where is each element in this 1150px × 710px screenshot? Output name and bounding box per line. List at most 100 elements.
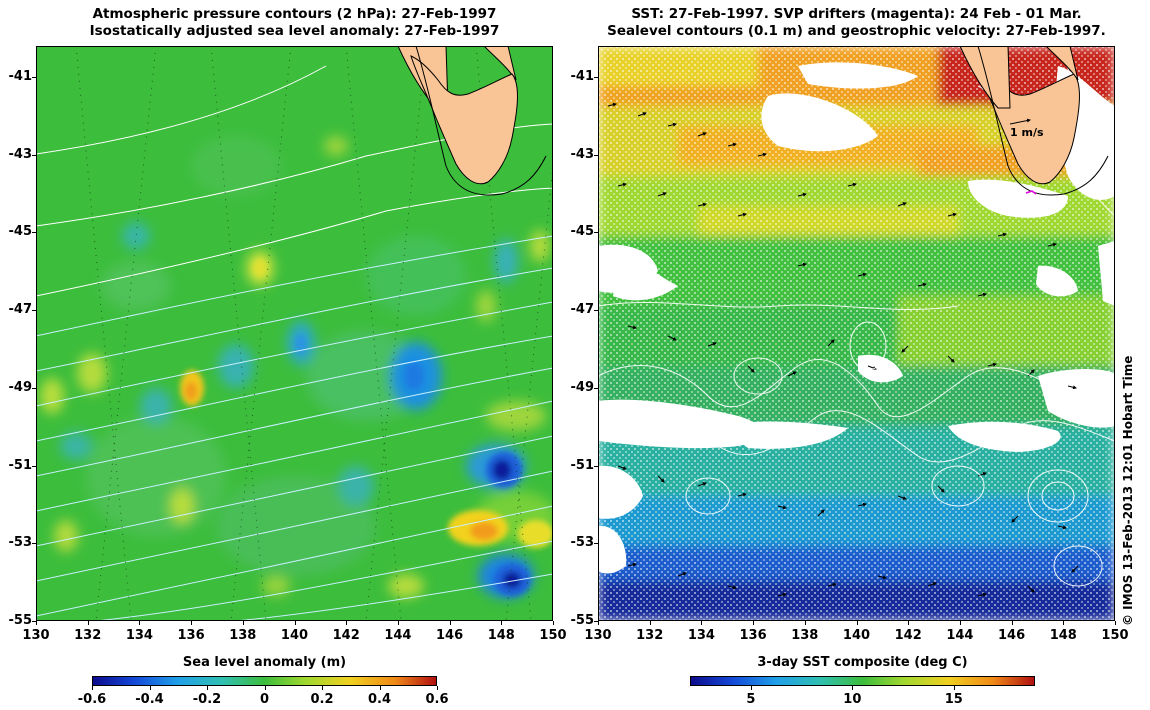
right-lon-tick <box>1063 621 1065 625</box>
right-lon-tick <box>908 621 910 625</box>
left-lon-label: 132 <box>74 628 102 643</box>
right-lon-tick <box>649 621 651 625</box>
left-lon-tick <box>553 621 554 625</box>
left-map-title-line2: Isostatically adjusted sea level anomaly… <box>89 23 500 39</box>
right-lat-label: -51 <box>570 457 595 473</box>
right-lon-label: 150 <box>1101 628 1129 643</box>
left-lon-tick <box>449 621 451 625</box>
right-lat-tick <box>594 310 598 312</box>
left-lon-label: 150 <box>539 628 567 643</box>
left-colorbar-tick-label: -0.6 <box>77 692 107 707</box>
left-map-title: Atmospheric pressure contours (2 hPa): 2… <box>36 6 553 40</box>
left-lon-label: 138 <box>229 628 257 643</box>
left-lat-label: -45 <box>8 224 33 240</box>
sealevel-contours <box>598 46 1115 587</box>
left-lon-tick <box>139 621 141 625</box>
sea-level-anomaly-map[interactable] <box>36 46 553 621</box>
left-lat-label: -55 <box>8 613 33 628</box>
right-lon-tick <box>804 621 806 625</box>
right-lon-tick <box>701 621 703 625</box>
left-lon-label: 140 <box>280 628 309 643</box>
right-colorbar-tick-label: 5 <box>746 692 756 707</box>
right-lat-tick <box>594 387 598 389</box>
right-lon-label: 148 <box>1049 628 1077 643</box>
right-lon-tick <box>598 621 599 625</box>
left-colorbar-tick <box>379 686 381 690</box>
right-lon-label: 136 <box>739 628 767 643</box>
left-lat-tick <box>32 154 36 156</box>
right-lon-label: 134 <box>687 628 715 643</box>
right-lon-tick <box>959 621 961 625</box>
left-lon-label: 134 <box>125 628 153 643</box>
imos-credit: © IMOS 13-Feb-2013 12:01 Hobart Time <box>1121 355 1135 626</box>
right-lat-label: -49 <box>570 379 595 395</box>
right-lat-tick <box>594 543 598 545</box>
left-map-title-line1: Atmospheric pressure contours (2 hPa): 2… <box>92 6 497 22</box>
tasmania-landmass-sst <box>959 46 1109 196</box>
right-lat-label: -41 <box>570 69 595 85</box>
right-map-title-line1: SST: 27-Feb-1997. SVP drifters (magenta)… <box>631 6 1082 22</box>
left-lon-label: 146 <box>436 628 464 643</box>
right-colorbar-tick-label: 15 <box>944 692 963 707</box>
left-lat-label: -43 <box>8 146 33 162</box>
right-colorbar-label: 3-day SST composite (deg C) <box>757 655 968 670</box>
left-colorbar-tick-label: -0.2 <box>192 692 222 707</box>
right-lon-label: 144 <box>946 628 974 643</box>
right-lat-tick <box>594 465 598 467</box>
right-lat-tick <box>594 154 598 156</box>
sea-level-colorbar <box>92 676 437 686</box>
right-lon-tick <box>1115 621 1116 625</box>
right-lat-label: -45 <box>570 224 595 240</box>
tasmania-landmass <box>397 46 547 196</box>
left-lon-tick <box>191 621 193 625</box>
left-lon-label: 144 <box>384 628 412 643</box>
left-lon-tick <box>397 621 399 625</box>
right-colorbar-tick-label: 10 <box>843 692 862 707</box>
sst-map[interactable]: 1 m/s <box>598 46 1115 621</box>
left-lon-tick <box>346 621 348 625</box>
right-lon-tick <box>753 621 755 625</box>
left-lat-tick <box>32 543 36 545</box>
left-lon-label: 142 <box>332 628 360 643</box>
velocity-scale <box>1009 118 1031 125</box>
left-lon-tick <box>294 621 296 625</box>
right-colorbar-tick <box>953 686 955 690</box>
left-colorbar-tick <box>149 686 151 690</box>
right-colorbar-tick <box>750 686 752 690</box>
left-colorbar-tick-label: 0.2 <box>310 692 334 707</box>
left-lat-label: -51 <box>8 457 33 473</box>
left-lat-tick <box>32 387 36 389</box>
left-lon-tick <box>242 621 244 625</box>
left-colorbar-tick <box>92 686 93 690</box>
right-lon-label: 138 <box>791 628 819 643</box>
right-lon-label: 130 <box>584 628 612 643</box>
right-lon-tick <box>856 621 858 625</box>
left-lat-tick <box>32 77 36 79</box>
right-lon-tick <box>1011 621 1013 625</box>
right-lon-label: 132 <box>636 628 664 643</box>
right-lat-tick <box>594 621 598 622</box>
left-lon-label: 130 <box>22 628 50 643</box>
left-colorbar-tick <box>207 686 208 690</box>
left-lon-tick <box>87 621 89 625</box>
sst-field <box>598 46 1115 621</box>
geostrophic-velocity-arrows <box>607 102 1079 597</box>
right-lon-label: 142 <box>894 628 922 643</box>
right-lat-label: -43 <box>570 146 595 162</box>
left-lat-label: -41 <box>8 69 33 85</box>
left-lon-tick <box>36 621 37 625</box>
left-colorbar-tick <box>322 686 323 690</box>
right-lon-label: 140 <box>842 628 871 643</box>
right-lat-tick <box>594 77 598 79</box>
left-lat-tick <box>32 310 36 312</box>
left-lat-tick <box>32 465 36 467</box>
left-lat-tick <box>32 232 36 234</box>
right-map-title-line2: Sealevel contours (0.1 m) and geostrophi… <box>607 23 1106 39</box>
left-colorbar-label: Sea level anomaly (m) <box>182 655 347 670</box>
velocity-scale-label: 1 m/s <box>1010 126 1044 139</box>
right-lon-label: 146 <box>998 628 1026 643</box>
left-colorbar-tick <box>264 686 266 690</box>
right-map-title: SST: 27-Feb-1997. SVP drifters (magenta)… <box>598 6 1115 40</box>
left-lat-tick <box>32 621 36 622</box>
left-lat-label: -49 <box>8 379 33 395</box>
